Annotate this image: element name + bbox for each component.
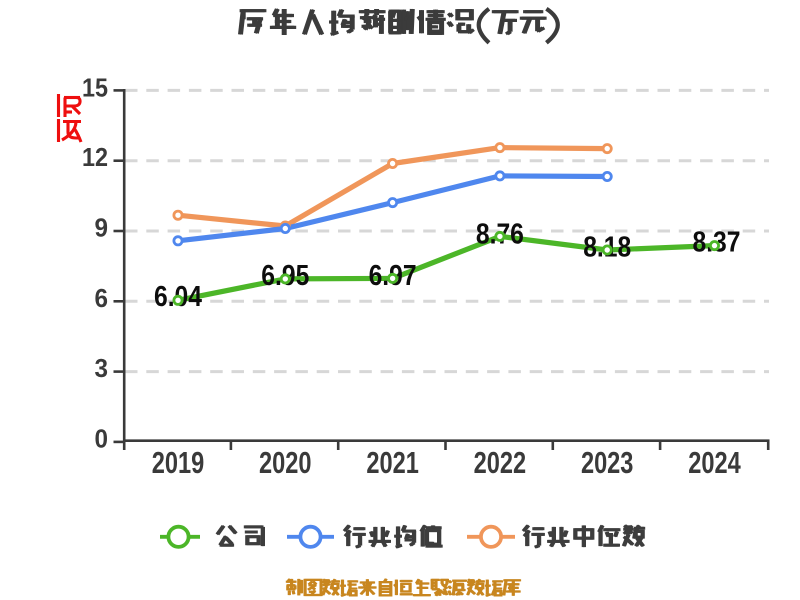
svg-text:2022: 2022 [474, 446, 527, 480]
svg-text:2019: 2019 [152, 446, 205, 480]
svg-text:2021: 2021 [366, 446, 419, 480]
svg-text:2024: 2024 [688, 446, 741, 480]
svg-text:2020: 2020 [259, 446, 312, 480]
svg-text:15: 15 [82, 75, 108, 103]
svg-text:6: 6 [95, 285, 109, 313]
svg-text:12: 12 [82, 144, 108, 172]
svg-text:2023: 2023 [581, 446, 634, 480]
svg-text:3: 3 [95, 355, 109, 383]
svg-text:9: 9 [95, 215, 109, 243]
svg-text:0: 0 [95, 426, 109, 454]
